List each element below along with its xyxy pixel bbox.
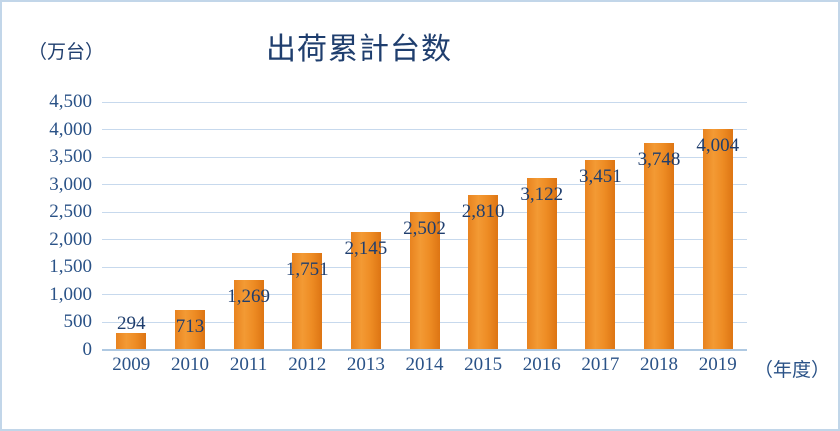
data-label-2011: 1,269	[227, 285, 270, 307]
bar-2012	[292, 253, 323, 350]
bar-2011	[233, 279, 264, 350]
x-tick-label-2009: 2009	[112, 354, 151, 375]
x-tick-label-2018: 2018	[640, 354, 679, 375]
x-tick-label-2017: 2017	[581, 354, 620, 375]
data-label-2014: 2,502	[403, 217, 446, 239]
y-tick-label: 2,500	[49, 201, 92, 222]
x-axis-unit-label: （年度）	[754, 360, 831, 381]
y-tick-label: 1,000	[49, 283, 92, 305]
x-axis-line	[102, 348, 747, 351]
data-label-2009: 294	[117, 313, 146, 335]
y-tick-label: 2,000	[49, 228, 92, 250]
bar-2016	[526, 177, 557, 350]
x-tick-label-2019: 2019	[698, 354, 737, 375]
y-tick-label: 3,500	[49, 146, 92, 167]
y-tick-label: 0	[82, 338, 93, 360]
data-label-2018: 3,748	[637, 149, 681, 171]
x-tick-label-2013: 2013	[346, 354, 385, 375]
bar-2017	[585, 159, 616, 350]
chart-title: 出荷累計台数	[266, 33, 452, 66]
y-tick-label: 500	[63, 311, 93, 332]
bar-2010	[174, 310, 205, 350]
x-tick-label-2014: 2014	[405, 354, 444, 375]
x-tick-label-2016: 2016	[522, 354, 561, 375]
gridline	[102, 156, 747, 158]
y-tick-label: 1,500	[49, 256, 92, 277]
bar-2009	[116, 333, 147, 350]
x-tick-label-2010: 2010	[170, 354, 209, 375]
y-tick-label: 4,500	[49, 91, 92, 112]
data-label-2017: 3,451	[579, 165, 622, 187]
bar-2019	[702, 129, 733, 350]
data-label-2012: 1,751	[285, 259, 329, 281]
data-label-2015: 2,810	[461, 200, 505, 222]
data-label-2013: 2,145	[344, 237, 388, 259]
x-tick-label-2012: 2012	[288, 354, 327, 375]
bar-2018	[644, 143, 675, 350]
x-tick-label-2011: 2011	[229, 354, 268, 375]
bar-2013	[350, 231, 381, 350]
y-tick-label: 3,000	[49, 173, 92, 195]
gridline	[102, 184, 747, 185]
y-axis-unit-label: （万台）	[28, 42, 105, 63]
x-tick-label-2015: 2015	[464, 354, 503, 375]
y-tick-label: 4,000	[49, 118, 92, 140]
bar-2014	[409, 211, 440, 350]
data-label-2016: 3,122	[520, 183, 564, 205]
data-label-2019: 4,004	[696, 135, 740, 157]
bar-2015	[468, 194, 499, 350]
data-label-2010: 713	[175, 316, 205, 338]
gridline	[102, 129, 747, 130]
gridline	[102, 101, 747, 103]
